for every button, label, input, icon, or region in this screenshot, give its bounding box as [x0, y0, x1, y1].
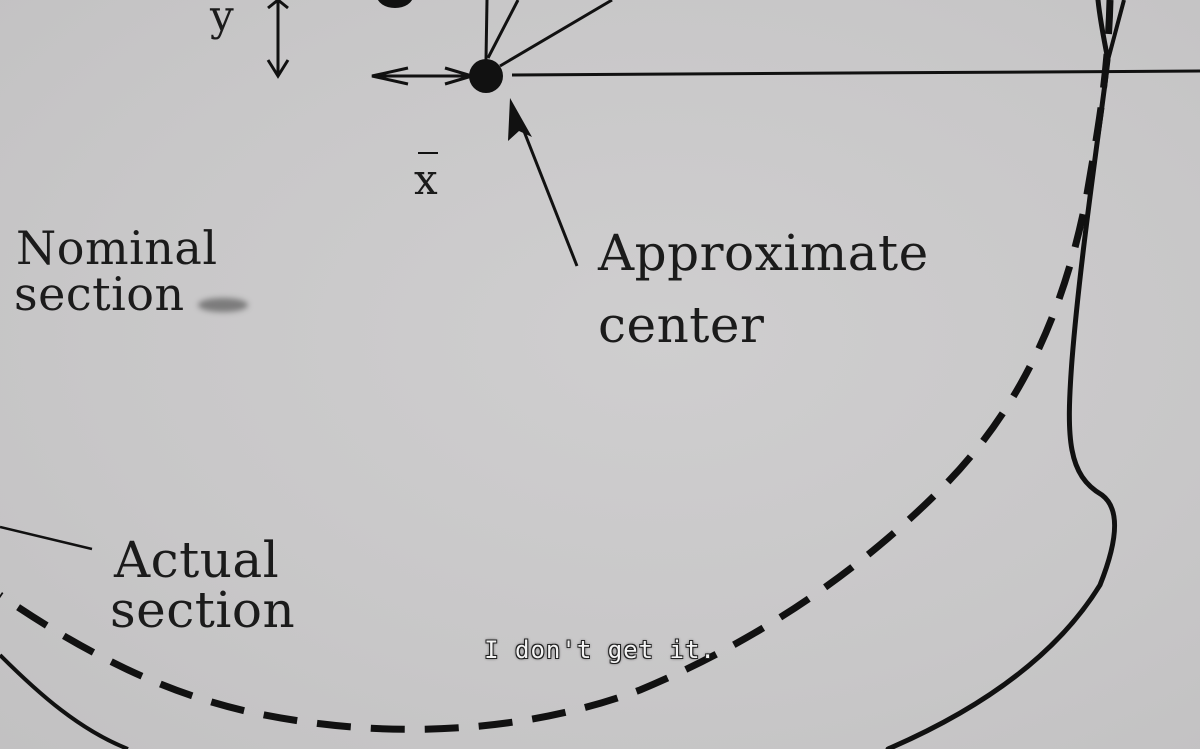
approximate-label-line1: Approximate	[597, 224, 929, 282]
y-label: y	[209, 0, 234, 40]
actual-label-line2: section	[110, 581, 295, 639]
nominal-section-outline	[0, 0, 1114, 733]
approximate-label-line2: center	[598, 296, 764, 354]
paper-smudge	[198, 298, 248, 312]
x-bar-label: x	[414, 155, 438, 204]
nominal-label-line1: Nominal	[16, 221, 218, 275]
actual-label-line1: Actual	[113, 531, 279, 589]
actual-leader-line	[0, 525, 93, 551]
x-axis-arrow	[371, 66, 478, 86]
subtitle-caption: I don't get it.	[484, 636, 716, 664]
y-axis-arrow	[266, 0, 290, 79]
nominal-label-line2: section	[14, 267, 185, 321]
upper-dot	[378, 0, 412, 8]
actual-section-outline-upper	[1106, 0, 1126, 61]
actual-section-outline-left	[0, 653, 129, 749]
pointer-arrow	[508, 98, 579, 267]
approximate-center-dot	[469, 59, 503, 93]
radial-lines	[484, 0, 1200, 77]
